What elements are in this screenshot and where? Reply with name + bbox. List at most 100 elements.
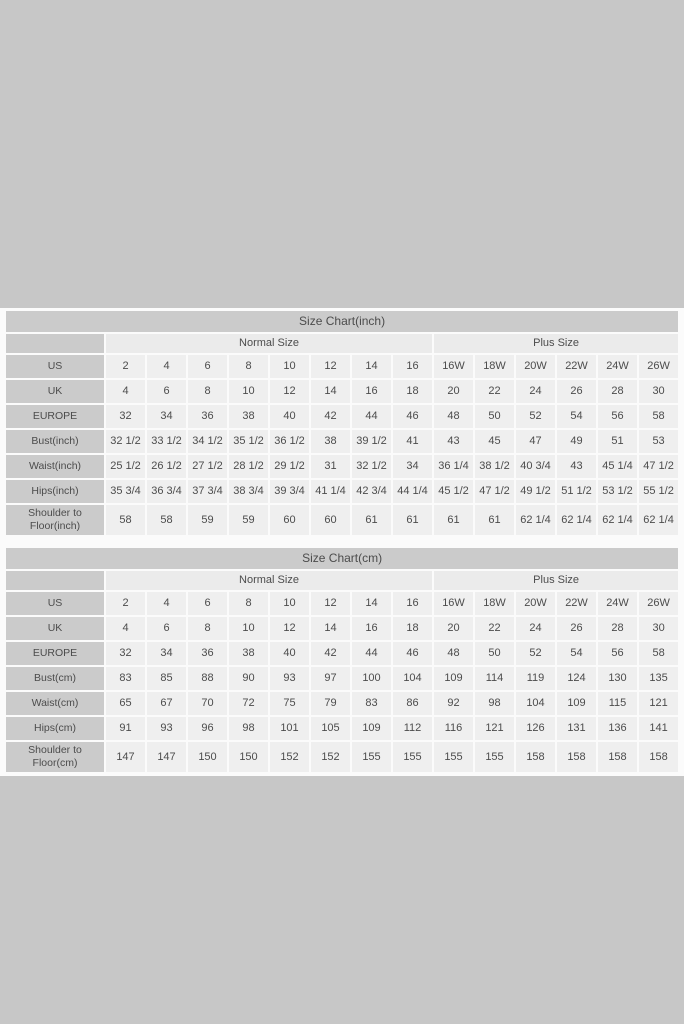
size-value: 10: [229, 617, 268, 640]
size-value: 136: [598, 717, 637, 740]
size-value: 49: [557, 430, 596, 453]
size-value: 6: [147, 380, 186, 403]
size-value: 25 1/2: [106, 455, 145, 478]
row-label: US: [6, 592, 104, 615]
size-value: 39 3/4: [270, 480, 309, 503]
size-value: 52: [516, 642, 555, 665]
size-value: 47 1/2: [639, 455, 679, 478]
size-value: 114: [475, 667, 514, 690]
table-row: US 2 4 6 8 10 12 14 16 16W 18W 20W 22W 24W 26W: [6, 355, 679, 378]
size-value: 56: [598, 642, 637, 665]
size-value: 16: [352, 617, 391, 640]
table-row: Bust(inch) 32 1/2 33 1/2 34 1/2 35 1/2 36 1/2…: [6, 430, 679, 453]
table-row: UK 4 6 8 10 12 14 16 18 20 22 24 26 28 30: [6, 617, 679, 640]
size-value: 39 1/2: [352, 430, 391, 453]
size-value: 20W: [516, 355, 555, 378]
size-value: 55 1/2: [639, 480, 679, 503]
size-value: 56: [598, 405, 637, 428]
size-value: 49 1/2: [516, 480, 555, 503]
size-value: 35 1/2: [229, 430, 268, 453]
size-value: 26: [557, 380, 596, 403]
size-value: 79: [311, 692, 350, 715]
size-value: 41 1/4: [311, 480, 350, 503]
size-value: 58: [639, 642, 679, 665]
size-value: 46: [393, 642, 432, 665]
size-value: 6: [188, 592, 227, 615]
size-value: 12: [311, 355, 350, 378]
size-value: 26W: [639, 592, 679, 615]
size-value: 93: [270, 667, 309, 690]
size-value: 12: [270, 617, 309, 640]
size-value: 26W: [639, 355, 679, 378]
size-value: 58: [147, 505, 186, 535]
size-value: 147: [147, 742, 186, 772]
size-value: 61: [352, 505, 391, 535]
size-value: 46: [393, 405, 432, 428]
table-title: Size Chart(inch): [6, 311, 679, 332]
size-value: 109: [557, 692, 596, 715]
size-value: 34 1/2: [188, 430, 227, 453]
size-value: 48: [434, 405, 473, 428]
size-value: 47 1/2: [475, 480, 514, 503]
size-value: 119: [516, 667, 555, 690]
size-value: 34: [393, 455, 432, 478]
size-value: 53: [639, 430, 679, 453]
size-value: 38: [311, 430, 350, 453]
size-value: 152: [311, 742, 350, 772]
size-value: 50: [475, 642, 514, 665]
size-value: 27 1/2: [188, 455, 227, 478]
size-value: 121: [639, 692, 679, 715]
size-value: 42: [311, 405, 350, 428]
size-value: 53 1/2: [598, 480, 637, 503]
size-value: 36 1/2: [270, 430, 309, 453]
size-value: 101: [270, 717, 309, 740]
size-value: 93: [147, 717, 186, 740]
table-row: Shoulder to Floor(cm) 147 147 150 150 152 152 1…: [6, 742, 679, 772]
size-value: 33 1/2: [147, 430, 186, 453]
size-value: 20: [434, 617, 473, 640]
size-value: 62 1/4: [557, 505, 596, 535]
row-label: Shoulder to Floor(inch): [6, 505, 104, 535]
size-value: 4: [106, 617, 145, 640]
size-value: 4: [106, 380, 145, 403]
row-label: EUROPE: [6, 642, 104, 665]
size-value: 18W: [475, 592, 514, 615]
size-chart-cm-table: Size Chart(cm) Normal Size Plus Size US 2 4 6 8…: [4, 546, 680, 774]
size-value: 22: [475, 380, 514, 403]
size-value: 43: [557, 455, 596, 478]
size-value: 41: [393, 430, 432, 453]
size-value: 96: [188, 717, 227, 740]
table-title-row: Size Chart(inch): [6, 311, 679, 332]
size-value: 28: [598, 380, 637, 403]
size-value: 147: [106, 742, 145, 772]
size-value: 14: [311, 617, 350, 640]
table-row: US 2 4 6 8 10 12 14 16 16W 18W 20W 22W 24W 26W: [6, 592, 679, 615]
table-title: Size Chart(cm): [6, 548, 679, 569]
size-value: 34: [147, 642, 186, 665]
row-label: Waist(cm): [6, 692, 104, 715]
size-value: 91: [106, 717, 145, 740]
size-value: 51 1/2: [557, 480, 596, 503]
size-value: 83: [106, 667, 145, 690]
size-value: 29 1/2: [270, 455, 309, 478]
size-value: 22W: [557, 592, 596, 615]
row-label: Waist(inch): [6, 455, 104, 478]
size-value: 24W: [598, 355, 637, 378]
size-value: 22W: [557, 355, 596, 378]
size-value: 10: [270, 355, 309, 378]
size-chart-inch-table: Size Chart(inch) Normal Size Plus Size US 2 4…: [4, 309, 680, 537]
size-value: 26: [557, 617, 596, 640]
size-value: 44: [352, 642, 391, 665]
size-value: 97: [311, 667, 350, 690]
size-value: 59: [188, 505, 227, 535]
size-value: 98: [229, 717, 268, 740]
size-value: 61: [393, 505, 432, 535]
row-label: UK: [6, 380, 104, 403]
size-value: 44: [352, 405, 391, 428]
size-value: 75: [270, 692, 309, 715]
size-value: 62 1/4: [598, 505, 637, 535]
size-value: 16W: [434, 592, 473, 615]
size-value: 112: [393, 717, 432, 740]
size-value: 150: [229, 742, 268, 772]
size-value: 8: [229, 592, 268, 615]
